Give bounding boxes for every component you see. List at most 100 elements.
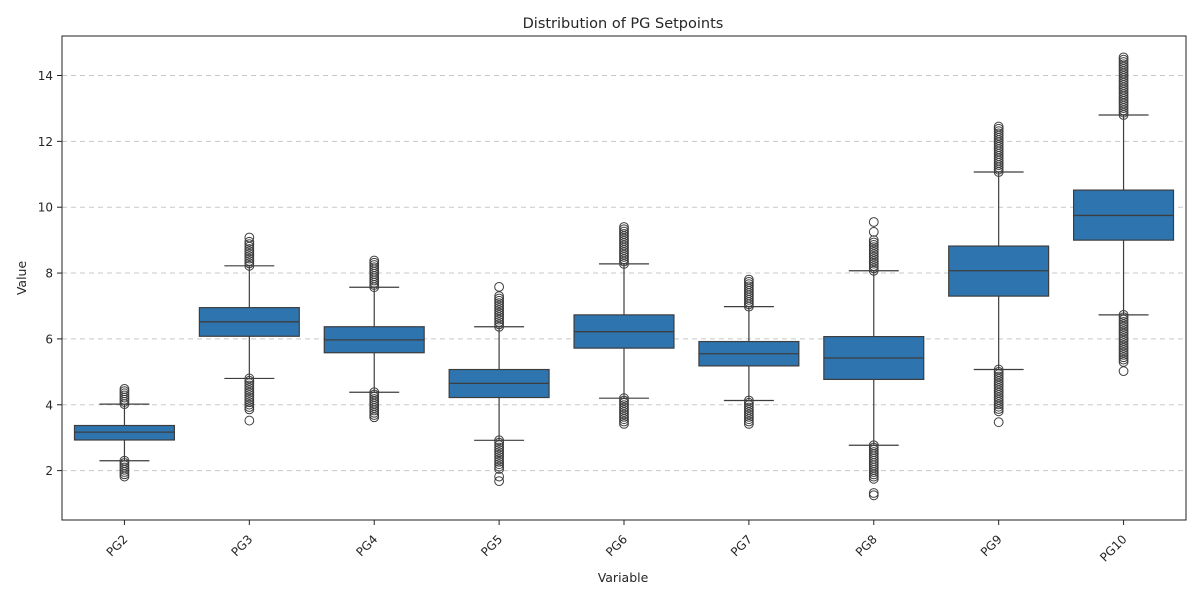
outlier-point bbox=[1118, 338, 1129, 349]
outlier-point bbox=[244, 239, 255, 250]
outlier-point bbox=[1118, 309, 1129, 320]
outlier-point bbox=[1118, 312, 1129, 323]
outlier-point bbox=[244, 415, 255, 426]
outlier-point bbox=[369, 257, 380, 268]
outlier-point bbox=[868, 247, 879, 257]
outlier-point bbox=[244, 260, 255, 271]
outlier-point bbox=[244, 232, 255, 243]
outlier-point bbox=[1118, 321, 1129, 332]
y-axis: 2 4 6 8 10 12 14 bbox=[38, 69, 62, 478]
outlier-point bbox=[494, 295, 505, 306]
outlier-point bbox=[369, 389, 380, 400]
outlier-point bbox=[494, 454, 505, 465]
outlier-point bbox=[743, 397, 754, 408]
outlier-point bbox=[619, 222, 629, 232]
x-axis: PG2 PG3 PG4 PG5 PG6 PG7 PG8 PG9 PG10 bbox=[104, 520, 1130, 565]
outlier-point bbox=[868, 242, 879, 253]
outlier-point bbox=[743, 416, 754, 427]
outlier-point bbox=[619, 226, 629, 237]
x-tick-label: PG4 bbox=[353, 532, 380, 559]
outlier-point bbox=[619, 404, 629, 415]
x-tick-label: PG2 bbox=[104, 532, 131, 559]
outlier-point bbox=[244, 402, 255, 412]
x-tick-label: PG10 bbox=[1097, 532, 1129, 564]
y-tick-label: 14 bbox=[38, 69, 53, 83]
outlier-point bbox=[494, 447, 505, 458]
outlier-point bbox=[494, 452, 505, 462]
outlier-point bbox=[1118, 331, 1129, 341]
outlier-point bbox=[619, 407, 629, 418]
x-axis-label: Variable bbox=[598, 570, 649, 585]
outlier-point bbox=[1118, 340, 1129, 351]
outlier-point bbox=[244, 373, 255, 384]
outlier-point bbox=[868, 263, 879, 274]
outlier-point bbox=[993, 126, 1004, 136]
outlier-point bbox=[993, 366, 1004, 377]
outlier-point bbox=[494, 319, 505, 330]
outlier-point bbox=[619, 397, 629, 408]
outlier-point bbox=[494, 310, 505, 320]
outlier-point bbox=[743, 400, 754, 411]
outlier-point bbox=[619, 411, 629, 422]
box-pg7 bbox=[698, 274, 800, 429]
y-tick-label: 8 bbox=[45, 267, 53, 281]
outlier-point bbox=[1118, 352, 1129, 363]
outlier-point bbox=[244, 236, 255, 247]
outlier-point bbox=[743, 402, 754, 413]
box-pg2 bbox=[73, 384, 176, 482]
outlier-point bbox=[494, 281, 505, 292]
x-tick-label: PG5 bbox=[478, 532, 505, 559]
outlier-point bbox=[494, 440, 505, 450]
outlier-point bbox=[868, 244, 879, 255]
outlier-point bbox=[868, 490, 879, 501]
outlier-point bbox=[1118, 317, 1129, 327]
outlier-point bbox=[244, 399, 255, 410]
outlier-point bbox=[868, 444, 879, 455]
outlier-point bbox=[868, 237, 879, 248]
x-tick-label: PG7 bbox=[728, 532, 755, 559]
outlier-point bbox=[494, 456, 505, 467]
outlier-point bbox=[369, 255, 380, 266]
outlier-point bbox=[369, 387, 380, 398]
outlier-point bbox=[1118, 319, 1129, 330]
box-pg10 bbox=[1072, 52, 1175, 377]
outlier-point bbox=[993, 417, 1004, 428]
outlier-point bbox=[494, 312, 505, 323]
outlier-point bbox=[993, 128, 1004, 139]
outlier-point bbox=[743, 411, 754, 422]
y-axis-label: Value bbox=[14, 261, 29, 296]
outlier-point bbox=[619, 416, 629, 427]
outlier-point bbox=[369, 262, 380, 273]
outlier-point bbox=[868, 239, 879, 250]
outlier-point bbox=[1118, 347, 1129, 358]
outlier-point bbox=[743, 404, 754, 415]
outlier-point bbox=[244, 246, 255, 257]
outlier-point bbox=[1118, 333, 1129, 344]
outlier-point bbox=[868, 235, 879, 246]
outlier-point bbox=[1118, 54, 1129, 65]
outlier-point bbox=[244, 397, 255, 408]
outlier-point bbox=[619, 224, 629, 235]
outlier-point bbox=[119, 458, 130, 468]
outlier-point bbox=[244, 404, 255, 415]
outlier-point bbox=[868, 256, 879, 267]
outlier-point bbox=[619, 400, 629, 411]
outlier-point bbox=[1118, 366, 1129, 377]
box-series bbox=[73, 52, 1175, 501]
outlier-point bbox=[868, 488, 879, 498]
outlier-point bbox=[1118, 354, 1129, 365]
outlier-point bbox=[494, 293, 505, 304]
outlier-point bbox=[494, 300, 505, 311]
outlier-point bbox=[494, 321, 505, 332]
outlier-point bbox=[494, 471, 505, 482]
outlier-point bbox=[743, 418, 754, 429]
outlier-point bbox=[743, 409, 754, 420]
box-pg5 bbox=[448, 281, 550, 487]
x-tick-label: PG3 bbox=[228, 532, 255, 559]
x-tick-label: PG8 bbox=[853, 532, 880, 559]
outlier-point bbox=[494, 459, 505, 470]
iqr-box bbox=[73, 424, 176, 441]
outlier-point bbox=[244, 378, 255, 389]
box-pg8 bbox=[823, 217, 925, 501]
box-pg9 bbox=[948, 121, 1050, 428]
